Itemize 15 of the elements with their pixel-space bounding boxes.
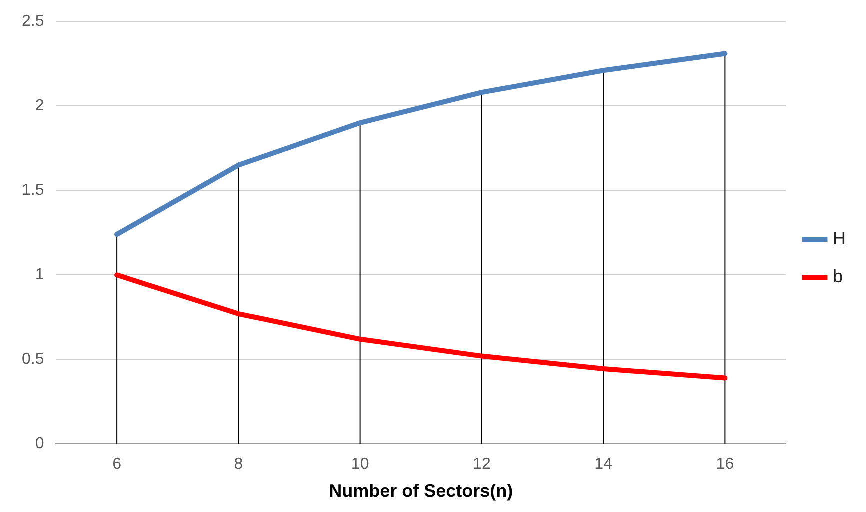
x-tick-label: 16 xyxy=(716,456,734,474)
y-tick-label: 2 xyxy=(35,98,44,115)
x-tick-label: 8 xyxy=(234,456,244,474)
y-tick-label: 0.5 xyxy=(22,351,44,368)
x-tick-label: 6 xyxy=(112,456,122,474)
x-tick-label: 10 xyxy=(351,456,370,474)
legend-label: b xyxy=(833,266,844,286)
y-tick-label: 0 xyxy=(35,436,44,453)
x-axis-title: Number of Sectors(n) xyxy=(329,481,514,502)
y-tick-label: 2.5 xyxy=(22,13,44,30)
y-tick-label: 1.5 xyxy=(22,182,44,200)
legend-label: H xyxy=(833,228,846,248)
y-tick-label: 1 xyxy=(35,266,44,284)
x-tick-label: 12 xyxy=(473,456,491,474)
x-tick-label: 14 xyxy=(594,456,613,474)
